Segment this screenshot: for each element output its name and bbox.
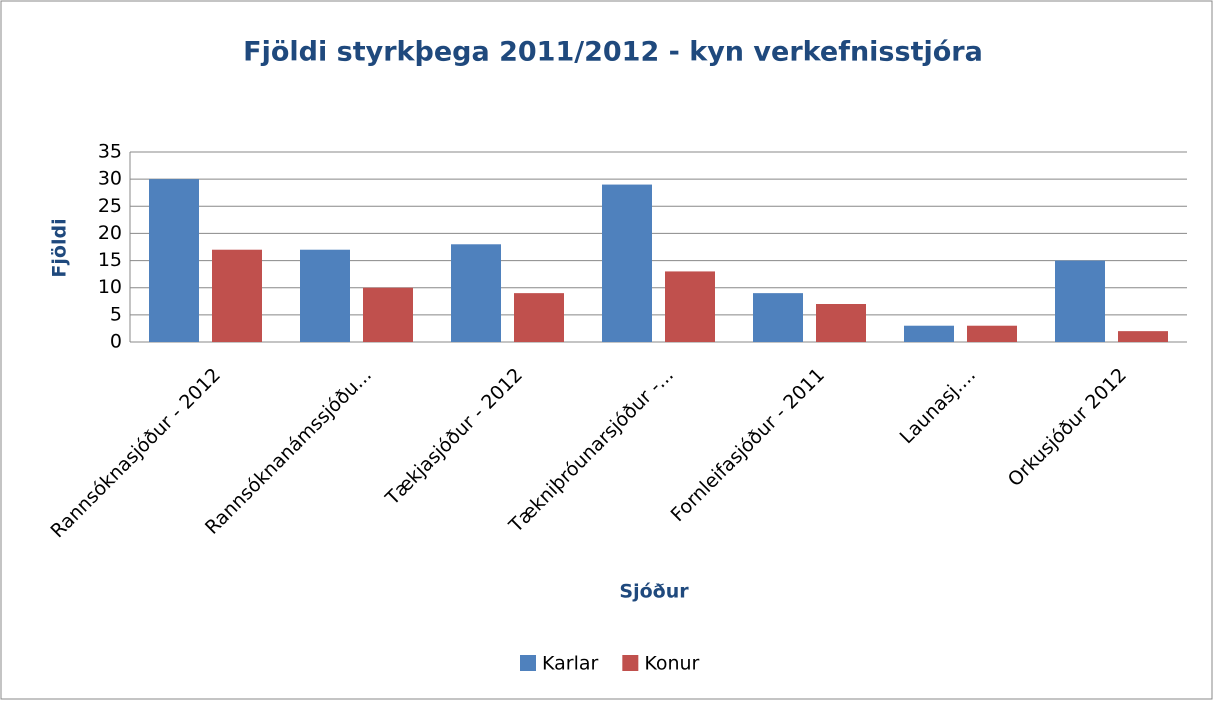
bar [451,244,501,342]
bar [300,249,350,342]
bar [212,249,262,342]
bar [1118,331,1168,342]
y-tick-label: 30 [98,168,122,190]
y-tick-label: 15 [98,249,122,271]
bar [1055,260,1105,342]
bar [514,293,564,342]
y-tick-label: 35 [98,141,122,163]
legend-swatch [622,655,639,671]
y-axis-label: Fjöldi [49,218,71,277]
bar [904,325,954,342]
bar [753,293,803,342]
bar [816,304,866,342]
y-tick-label: 5 [110,303,122,325]
y-tick-label: 10 [98,276,122,298]
bar [363,287,413,342]
legend-label: Konur [644,653,699,675]
bar [665,271,715,342]
y-tick-label: 0 [110,331,122,353]
bar [967,325,1017,342]
legend-label: Karlar [542,653,599,675]
x-axis-label: Sjóður [619,581,689,603]
bar [602,184,652,342]
chart-title: Fjöldi styrkþega 2011/2012 - kyn verkefn… [243,37,983,68]
bar [149,179,199,342]
legend-swatch [520,655,536,671]
y-tick-label: 25 [98,195,122,217]
y-tick-label: 20 [98,222,122,244]
